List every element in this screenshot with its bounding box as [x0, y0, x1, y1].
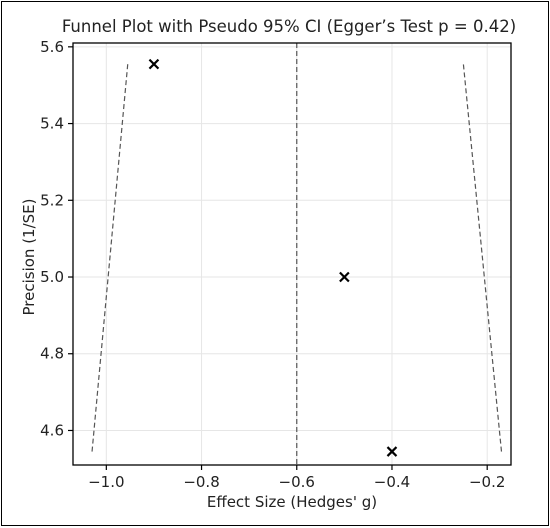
y-tick-label: 5.2 [40, 191, 64, 209]
x-tick-label: −0.2 [469, 473, 505, 491]
data-point [148, 58, 160, 70]
y-tick-label: 4.8 [40, 345, 64, 363]
data-point [386, 446, 398, 457]
lines-layer [91, 43, 503, 465]
x-axis: −1.0 −0.8 −0.6 −0.4 −0.2 [88, 465, 505, 491]
y-tick-label: 5.0 [40, 268, 64, 286]
x-tick-label: −0.4 [374, 473, 410, 491]
y-axis: 4.6 4.8 5.0 5.2 5.4 5.6 [40, 38, 73, 439]
x-tick-label: −0.8 [183, 473, 219, 491]
y-tick-label: 5.4 [40, 115, 64, 133]
points-layer [148, 58, 398, 457]
y-axis-title: Precision (1/SE) [20, 199, 38, 316]
data-point [339, 271, 350, 283]
y-tick-label: 4.6 [40, 421, 64, 439]
y-tick-label: 5.6 [40, 38, 64, 56]
grid [73, 43, 511, 465]
x-tick-label: −1.0 [88, 473, 124, 491]
ci-line-left [91, 64, 129, 452]
plot-frame [72, 42, 512, 466]
chart-title: Funnel Plot with Pseudo 95% CI (Egger’s … [62, 17, 516, 36]
x-tick-label: −0.6 [279, 473, 315, 491]
x-axis-title: Effect Size (Hedges' g) [207, 493, 377, 511]
ci-line-right [462, 64, 503, 452]
